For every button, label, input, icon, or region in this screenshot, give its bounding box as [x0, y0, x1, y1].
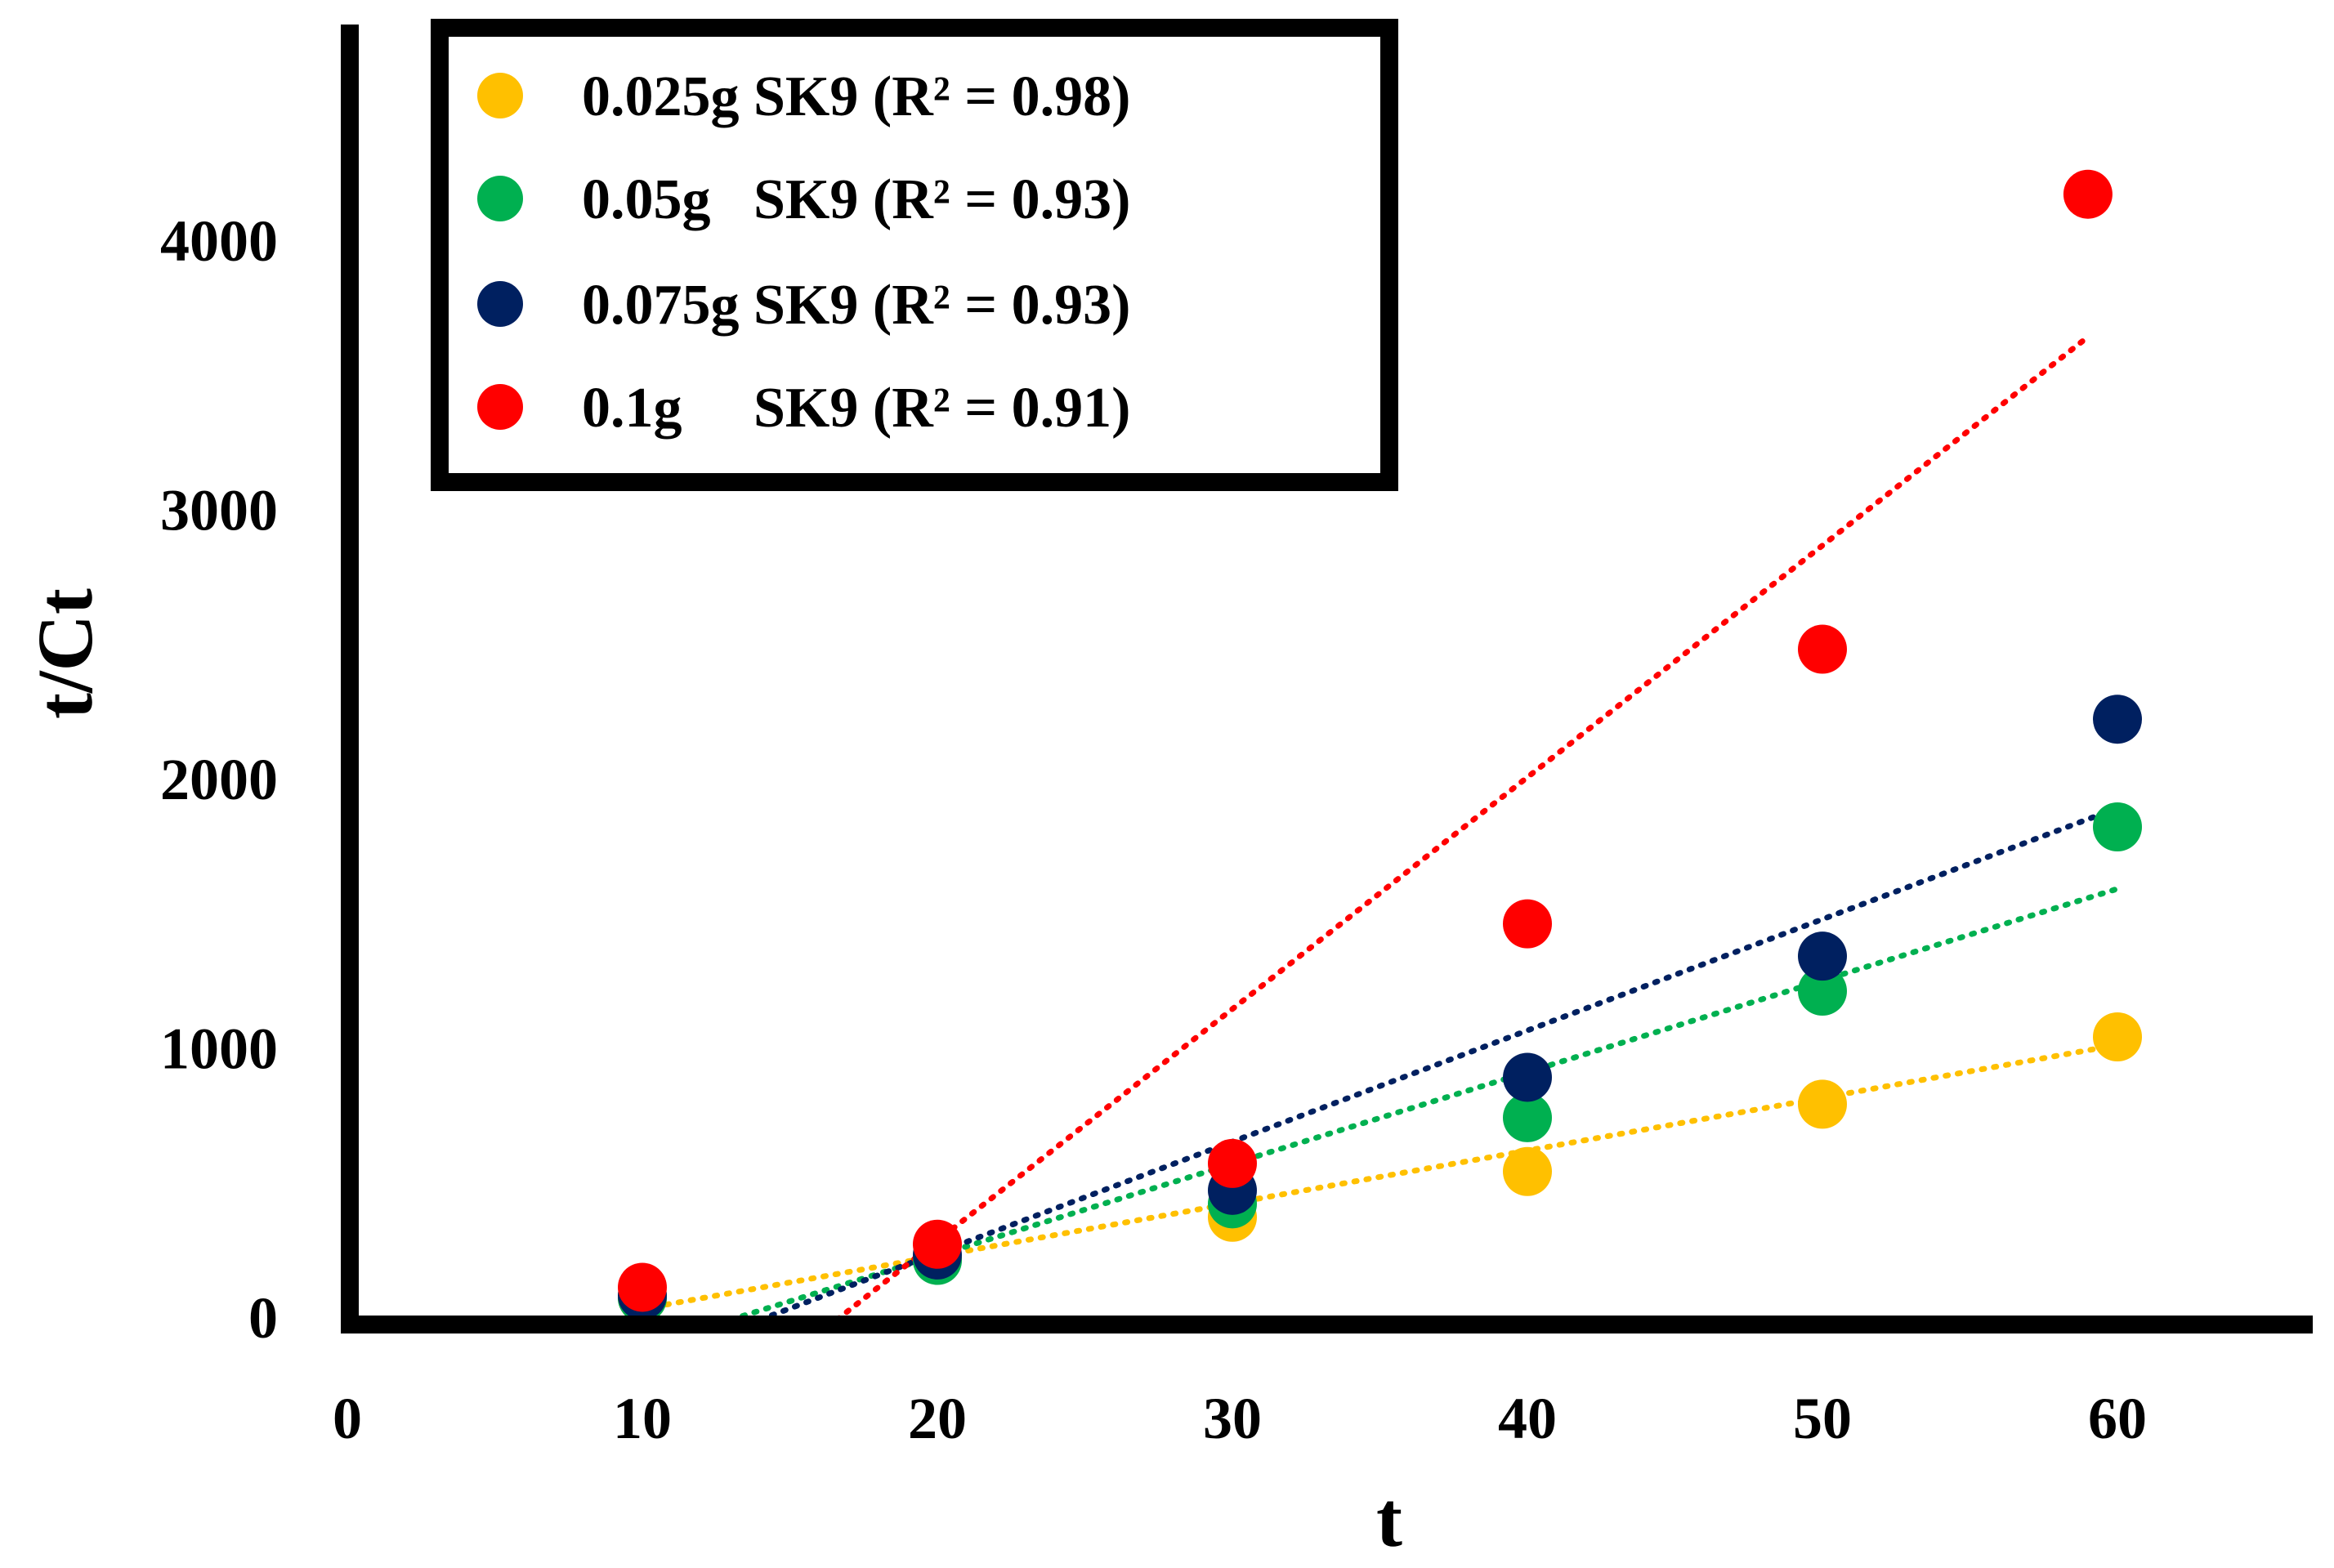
legend-label-series-4: 0.1g SK9 (R² = 0.91): [582, 377, 1130, 440]
point-series-2-4: [1503, 1092, 1552, 1142]
y-tick-label-3000: 3000: [160, 478, 278, 543]
y-tick-label-1000: 1000: [160, 1016, 278, 1082]
y-tick-label-0: 0: [248, 1285, 278, 1351]
y-tick-label-4000: 4000: [160, 208, 278, 274]
x-axis-title: t: [1376, 1476, 1402, 1563]
point-series-4-5: [1798, 624, 1847, 674]
x-tick-label-10: 10: [613, 1386, 672, 1451]
point-series-2-6: [2093, 802, 2142, 852]
point-series-4-2: [913, 1219, 962, 1269]
legend-marker-series-2: [477, 176, 523, 221]
point-series-3-6: [2093, 695, 2142, 744]
legend-marker-series-4: [477, 384, 523, 430]
point-series-4-1: [618, 1262, 667, 1312]
axes: [341, 25, 2313, 1333]
x-tick-label-50: 50: [1793, 1386, 1852, 1451]
point-series-1-5: [1798, 1079, 1847, 1129]
point-series-4-4: [1503, 899, 1552, 949]
legend-label-series-1: 0.025g SK9 (R² = 0.98): [582, 65, 1130, 128]
trendlines: [639, 333, 2121, 1323]
point-series-1-6: [2093, 1012, 2142, 1062]
trendline-series-1: [639, 1042, 2121, 1312]
legend-marker-series-1: [477, 73, 523, 118]
data-points: [618, 169, 2142, 1323]
legend-box: [431, 19, 1398, 491]
point-series-3-5: [1798, 931, 1847, 981]
tick-labels: 0 10 20 30 40 50 60 0 1000 2000 3000 4000: [160, 208, 2147, 1451]
x-tick-label-20: 20: [908, 1386, 967, 1451]
legend-label-series-3: 0.075g SK9 (R² = 0.93): [582, 274, 1130, 337]
point-series-2-5: [1798, 967, 1847, 1016]
y-axis-title: t/Ct: [21, 588, 109, 719]
point-series-4-3: [1208, 1138, 1257, 1188]
point-series-1-4: [1503, 1146, 1552, 1196]
point-series-4-6: [2063, 169, 2113, 219]
trendline-series-3: [757, 805, 2121, 1323]
legend: 0.025g SK9 (R² = 0.98) 0.05g SK9 (R² = 0.…: [431, 19, 1398, 491]
legend-label-series-2: 0.05g SK9 (R² = 0.93): [582, 168, 1130, 231]
y-tick-label-2000: 2000: [160, 747, 278, 812]
trendline-series-2: [727, 886, 2121, 1323]
x-tick-label-40: 40: [1498, 1386, 1557, 1451]
x-tick-label-60: 60: [2088, 1386, 2147, 1451]
point-series-3-4: [1503, 1052, 1552, 1102]
trendline-series-4: [834, 333, 2091, 1323]
x-tick-label-0: 0: [333, 1386, 362, 1451]
x-tick-label-30: 30: [1203, 1386, 1262, 1451]
legend-marker-series-3: [477, 281, 523, 327]
